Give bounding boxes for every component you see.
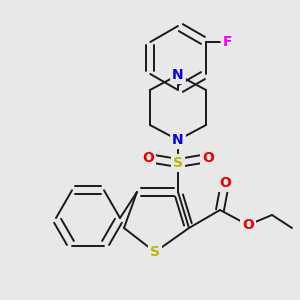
- Text: O: O: [242, 218, 254, 232]
- Text: F: F: [223, 35, 232, 49]
- Text: S: S: [173, 156, 183, 170]
- Text: N: N: [172, 133, 184, 147]
- Text: O: O: [202, 151, 214, 165]
- Text: O: O: [142, 151, 154, 165]
- Text: O: O: [219, 176, 231, 190]
- Text: S: S: [150, 245, 160, 259]
- Text: N: N: [172, 68, 184, 82]
